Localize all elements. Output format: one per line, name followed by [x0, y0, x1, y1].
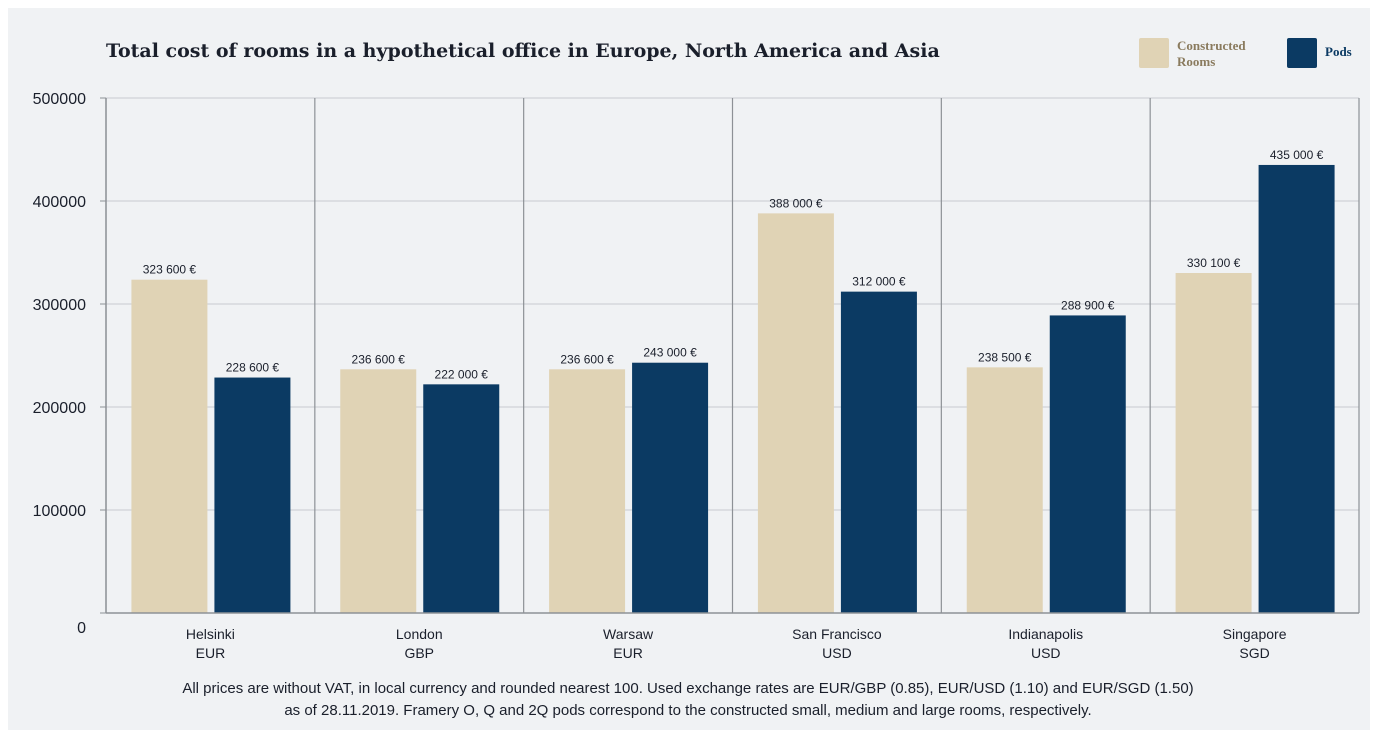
- footnote-line-1: All prices are without VAT, in local cur…: [182, 680, 1194, 697]
- bar-pods-3: [840, 291, 917, 613]
- x-tick-city-1: London: [396, 626, 443, 642]
- bar-label-pods-1: 222 000 €: [435, 367, 489, 381]
- footnote-line-2: as of 28.11.2019. Framery O, Q and 2Q po…: [284, 702, 1092, 719]
- y-tick-label-0: 0: [77, 620, 86, 637]
- bar-constructed-0: [131, 279, 208, 613]
- x-tick-currency-4: USD: [1031, 645, 1061, 661]
- bar-label-constructed-4: 238 500 €: [978, 350, 1032, 364]
- bar-constructed-1: [340, 369, 417, 613]
- legend-label-constructed-rooms: Constructed Rooms: [1177, 38, 1246, 69]
- x-tick-city-5: Singapore: [1223, 626, 1287, 642]
- legend-item-pods: Pods: [1287, 38, 1352, 68]
- bar-label-pods-2: 243 000 €: [643, 346, 697, 360]
- bar-pods-2: [632, 362, 709, 613]
- x-tick-currency-0: EUR: [196, 645, 226, 661]
- y-tick-label-4: 400000: [33, 194, 86, 211]
- bar-label-pods-4: 288 900 €: [1061, 298, 1115, 312]
- bar-label-pods-0: 228 600 €: [226, 361, 280, 375]
- legend-label-pods: Pods: [1325, 44, 1352, 59]
- legend-swatch-constructed-rooms: [1139, 38, 1169, 68]
- x-tick-city-4: Indianapolis: [1008, 626, 1083, 642]
- bar-constructed-2: [549, 369, 626, 613]
- bar-pods-1: [423, 384, 500, 613]
- bar-pods-4: [1049, 315, 1126, 613]
- x-tick-city-0: Helsinki: [186, 626, 235, 642]
- y-tick-label-5: 500000: [33, 91, 86, 108]
- y-tick-label-2: 200000: [33, 400, 86, 417]
- y-tick-label-3: 300000: [33, 297, 86, 314]
- x-tick-city-2: Warsaw: [603, 626, 654, 642]
- footnote: All prices are without VAT, in local cur…: [0, 678, 1376, 722]
- bar-constructed-5: [1175, 272, 1252, 613]
- bar-constructed-4: [966, 367, 1043, 613]
- x-tick-currency-3: USD: [822, 645, 852, 661]
- bar-constructed-3: [757, 213, 834, 614]
- bar-pods-0: [214, 377, 291, 613]
- x-tick-currency-1: GBP: [404, 645, 434, 661]
- bar-label-constructed-5: 330 100 €: [1187, 256, 1241, 270]
- chart-title: Total cost of rooms in a hypothetical of…: [106, 40, 940, 62]
- bar-label-pods-3: 312 000 €: [852, 275, 906, 289]
- bar-chart: 0 100000 200000 300000 400000 500000 323 600 €…: [33, 91, 1360, 661]
- bar-pods-5: [1258, 164, 1335, 613]
- x-tick-city-3: San Francisco: [792, 626, 882, 642]
- bar-label-pods-5: 435 000 €: [1270, 148, 1324, 162]
- bar-label-constructed-1: 236 600 €: [352, 352, 406, 366]
- y-tick-label-1: 100000: [33, 503, 86, 520]
- bar-label-constructed-3: 388 000 €: [769, 196, 823, 210]
- x-tick-currency-2: EUR: [613, 645, 643, 661]
- x-tick-currency-5: SGD: [1239, 645, 1269, 661]
- bar-label-constructed-2: 236 600 €: [560, 352, 614, 366]
- legend-item-constructed-rooms: Constructed Rooms: [1139, 38, 1267, 70]
- legend-swatch-pods: [1287, 38, 1317, 68]
- bar-label-constructed-0: 323 600 €: [143, 263, 197, 277]
